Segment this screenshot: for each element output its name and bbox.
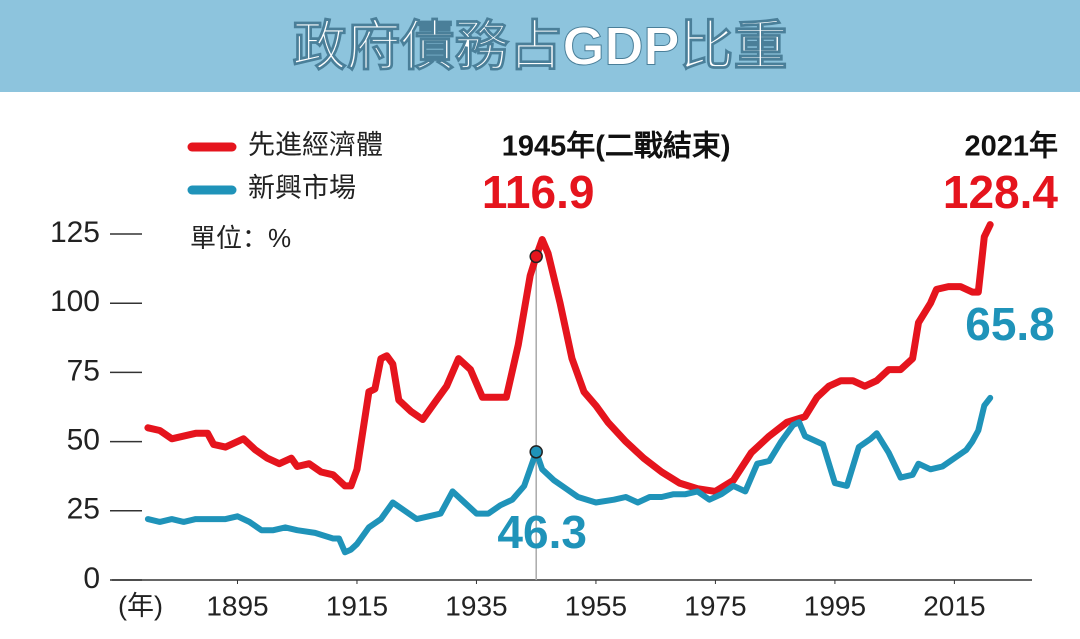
x-tick-label: 1975	[684, 590, 746, 621]
value-label: 46.3	[497, 506, 587, 558]
x-tick-label: 1915	[326, 590, 388, 621]
legend-label: 先進經濟體	[248, 130, 383, 160]
x-tick-label: 1995	[804, 590, 866, 621]
series-line	[144, 221, 994, 495]
series-line	[144, 394, 994, 556]
point-marker	[529, 445, 543, 459]
x-tick-label: 1955	[565, 590, 627, 621]
y-tick-label: 75	[67, 354, 100, 387]
y-tick-label: 100	[50, 285, 100, 318]
y-tick-label: 125	[50, 216, 100, 249]
x-axis-label: (年)	[118, 591, 163, 621]
chart-title: 政府債務占GDP比重	[292, 16, 787, 76]
unit-label: 單位：%	[190, 223, 291, 253]
value-label: 116.9	[482, 166, 595, 218]
annotation-text: 2021年	[964, 129, 1058, 163]
y-tick-label: 0	[83, 562, 100, 595]
y-tick-label: 25	[67, 493, 100, 526]
x-tick-label: 2015	[923, 590, 985, 621]
x-tick-label: 1895	[206, 590, 268, 621]
value-label: 65.8	[965, 298, 1055, 350]
point-marker	[529, 249, 543, 264]
title-banner	[0, 0, 1080, 92]
value-label: 128.4	[943, 166, 1059, 218]
legend-label: 新興市場	[248, 173, 356, 203]
x-tick-label: 1935	[445, 590, 507, 621]
y-tick-label: 50	[67, 424, 100, 457]
annotation-text: 1945年(二戰結束)	[502, 129, 731, 163]
